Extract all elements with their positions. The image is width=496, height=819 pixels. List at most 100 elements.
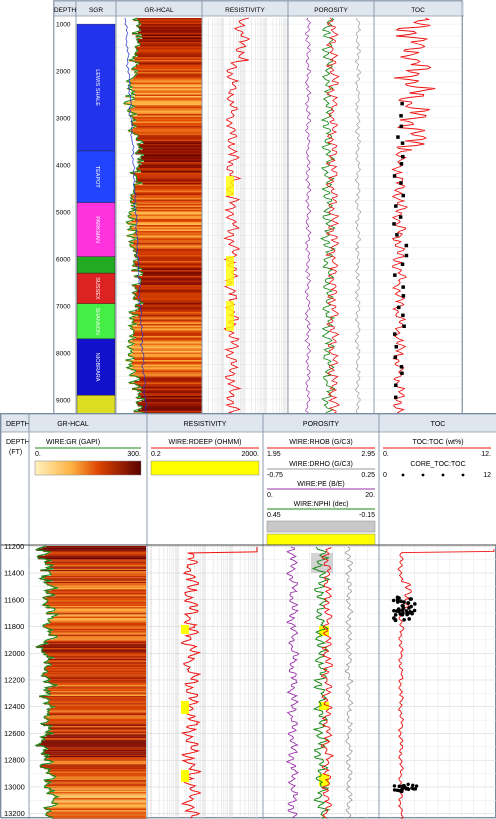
top-core-toc-point <box>400 141 405 145</box>
top-gr-fill-band <box>129 312 202 314</box>
detail-gr-fill-band <box>39 696 146 698</box>
header-resistivity[interactable]: RESISTIVITY <box>184 421 227 428</box>
detail-gr-fill-band <box>51 616 146 619</box>
top-gr-fill-band <box>131 237 202 239</box>
top-gr-fill-band <box>130 172 202 175</box>
detail-depth-tick: 12200 <box>4 675 25 684</box>
detail-gr-fill-band <box>45 732 146 734</box>
detail-gr-fill-band <box>47 702 146 704</box>
top-res-fill <box>226 176 234 196</box>
detail-gr-fill-band <box>53 733 146 735</box>
top-gr-fill-band <box>143 160 202 163</box>
top-gr-fill-band <box>136 178 202 181</box>
rhob-curve-name[interactable]: WIRE:RHOB (G/C3) <box>289 439 352 446</box>
detail-gr-fill-band <box>49 760 146 763</box>
formation-block <box>76 338 116 396</box>
rhob-max: 2.95 <box>361 451 375 458</box>
top-gr-fill-band <box>135 66 202 68</box>
nphi-curve-name[interactable]: WIRE:NPHI (dec) <box>294 501 349 508</box>
detail-gr-fill-band <box>43 674 146 676</box>
detail-gr-fill-band <box>40 736 146 739</box>
detail-gr-fill-band <box>56 637 146 639</box>
detail-gr-fill-band <box>44 717 146 719</box>
top-gr-fill-band <box>143 273 202 275</box>
res-curve-name[interactable]: WIRE:RDEEP (OHMM) <box>169 439 242 446</box>
detail-porosity-yellow-fill <box>319 774 329 786</box>
res-min: 0.2 <box>151 451 161 458</box>
detail-tracks <box>29 545 496 819</box>
detail-core-toc-point <box>413 602 417 606</box>
top-gr-fill-band <box>134 232 202 235</box>
top-gr-fill-band <box>131 208 202 211</box>
top-gr-fill-band <box>133 262 202 265</box>
top-gr-fill-band <box>134 61 202 64</box>
top-gr-fill-band <box>133 19 202 22</box>
detail-gr-fill-band <box>55 805 146 807</box>
formation-label: LEWIS SHALE <box>94 69 100 106</box>
detail-gr-fill-band <box>43 626 146 628</box>
detail-gr-fill-band <box>44 690 146 692</box>
top-gr-fill-band <box>136 204 202 206</box>
detail-gr-fill-band <box>41 723 146 725</box>
top-gr-fill-band <box>129 336 202 338</box>
detail-gr-fill-band <box>51 729 147 731</box>
detail-log-panel[interactable]: DEPTH GR-HCAL RESISTIVITY POROSITY TOC D… <box>0 413 496 819</box>
header-grhcal[interactable]: GR-HCAL <box>57 421 89 428</box>
detail-gr-fill-band <box>52 638 146 640</box>
detail-gr-fill-band <box>53 794 146 796</box>
detail-gr-fill-band <box>44 579 146 581</box>
detail-gr-fill-band <box>47 619 146 621</box>
detail-core-toc-point <box>411 783 415 787</box>
toc-curve-name[interactable]: TOC:TOC (wt%) <box>412 439 463 446</box>
detail-core-toc-point <box>406 786 410 791</box>
detail-gr-fill-band <box>43 582 146 584</box>
top-gr-fill-band <box>136 324 202 326</box>
overview-log-canvas: DEPTH SGR GR-HCAL RESISTIVITY POROSITY TOC 100… <box>54 1 464 416</box>
top-hcal-line <box>124 17 148 415</box>
top-gr-fill-band <box>127 111 202 113</box>
top-gr-fill-band <box>130 328 202 331</box>
top-gr-fill-band <box>132 352 202 355</box>
top-gr-fill-band <box>135 36 202 38</box>
header-porosity[interactable]: POROSITY <box>303 421 340 428</box>
detail-gr-fill-band <box>49 606 147 608</box>
detail-porosity-yellow-fill <box>319 702 329 710</box>
detail-gr-fill-band <box>49 789 146 791</box>
top-gr-fill-band <box>138 385 202 388</box>
top-gr-fill-band <box>127 223 202 226</box>
detail-track-frames <box>1 414 496 819</box>
detail-gr-fill-band <box>50 552 146 554</box>
detail-gr-fill-band <box>45 559 146 561</box>
detail-core-toc-point <box>397 784 401 789</box>
detail-res-line <box>180 547 258 819</box>
top-gr-fill-band <box>130 228 202 230</box>
pe-curve-name[interactable]: WIRE:PE (B/E) <box>297 481 344 488</box>
detail-pe-line <box>285 546 300 819</box>
drho-curve-name[interactable]: WIRE:DRHO (G/C3) <box>289 461 353 468</box>
detail-gr-fill-band <box>58 588 146 590</box>
top-res-line <box>223 17 251 415</box>
top-gr-fill-band <box>140 279 202 281</box>
overview-log-panel[interactable]: DEPTH SGR GR-HCAL RESISTIVITY POROSITY TOC 100… <box>53 0 464 416</box>
detail-gr-fill-band <box>45 590 146 592</box>
top-gr-fill-band <box>133 234 202 236</box>
top-gr-fill-band <box>130 369 202 371</box>
top-gr-fill-band <box>128 109 202 112</box>
top-gr-fill-band <box>131 345 202 347</box>
gr-max: 300. <box>127 451 141 458</box>
top-gr-fill-band <box>135 370 202 373</box>
porosity-yellow-swatch <box>266 533 376 546</box>
header-toc[interactable]: TOC <box>431 421 446 428</box>
detail-gr-fill-band <box>50 763 146 765</box>
top-gr-fill-band <box>137 231 202 233</box>
detail-gr-fill-band <box>44 739 147 741</box>
detail-gr-fill-band <box>49 715 146 717</box>
formation-label: TEAPOT <box>94 166 100 189</box>
detail-gr-fill-band <box>50 788 146 790</box>
detail-core-toc-point <box>400 603 405 608</box>
formation-block <box>76 272 116 304</box>
core-toc-curve-name[interactable]: CORE_TOC:TOC <box>410 461 465 468</box>
detail-res-fill <box>181 770 189 782</box>
detail-gr-fill-band <box>46 692 146 694</box>
gr-curve-name[interactable]: WIRE:GR (GAPI) <box>46 439 100 446</box>
